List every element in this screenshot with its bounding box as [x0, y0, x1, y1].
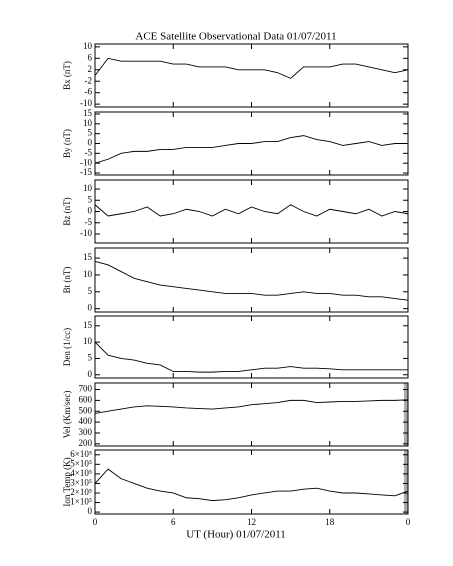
- data-line: [94, 135, 408, 164]
- y-tick-label: 6×10⁵: [70, 449, 92, 459]
- y-tick-label: 700: [79, 384, 93, 394]
- y-tick-label: 1×10⁵: [70, 497, 92, 507]
- y-tick-label: 5: [88, 128, 93, 138]
- y-tick-label: 6: [88, 52, 93, 62]
- x-tick-label: 0: [93, 517, 98, 527]
- y-axis-label: Bz (nT): [62, 197, 72, 225]
- y-axis-label: By (nT): [62, 129, 72, 158]
- y-axis-label: Den (1/cc): [62, 328, 72, 366]
- data-line: [94, 261, 409, 301]
- x-tick-label: 12: [247, 517, 256, 527]
- data-line: [94, 204, 409, 217]
- panel-frame: [94, 315, 409, 379]
- data-line: [94, 341, 408, 373]
- data-line: [94, 57, 409, 79]
- y-tick-label: -5: [85, 217, 93, 227]
- y-axis-label: Bx (nT): [62, 61, 72, 90]
- y-tick-label: 10: [83, 118, 93, 128]
- y-tick-label: 0: [88, 369, 93, 379]
- y-tick-label: 0: [88, 506, 93, 516]
- data-line: [94, 468, 409, 502]
- y-tick-label: 2: [88, 64, 93, 74]
- x-tick-label: 0: [406, 517, 411, 527]
- y-tick-label: 0: [88, 303, 93, 313]
- x-tick-label: 18: [325, 517, 335, 527]
- y-tick-label: 10: [83, 183, 93, 193]
- y-tick-label: -10: [80, 157, 92, 167]
- panel-frame: [94, 449, 409, 515]
- y-tick-label: 500: [79, 405, 93, 415]
- data-gap-shade: [404, 383, 408, 446]
- y-tick-label: 5: [88, 352, 93, 362]
- data-gap-shade: [404, 450, 408, 514]
- y-tick-label: 10: [83, 336, 93, 346]
- y-tick-label: 15: [83, 252, 93, 262]
- y-axis-label: Vel (Km/sec): [62, 391, 72, 439]
- y-tick-label: 0: [88, 206, 93, 216]
- y-tick-label: 15: [83, 108, 93, 118]
- y-tick-label: 5: [88, 286, 93, 296]
- y-tick-label: 5: [88, 194, 93, 204]
- data-line: [94, 399, 409, 414]
- y-tick-label: 300: [79, 427, 93, 437]
- y-tick-label: 400: [79, 416, 93, 426]
- y-axis-label: Ion Temp (K): [62, 457, 72, 506]
- y-tick-label: 200: [79, 438, 93, 448]
- y-tick-label: 15: [83, 320, 93, 330]
- y-tick-label: -10: [80, 98, 92, 108]
- x-tick-label: 6: [171, 517, 176, 527]
- x-axis-label: UT (Hour) 01/07/2011: [186, 529, 286, 541]
- y-tick-label: -15: [80, 167, 92, 177]
- y-tick-label: -6: [85, 87, 93, 97]
- panel-frame: [94, 382, 409, 447]
- y-tick-label: 4×10⁵: [70, 468, 92, 478]
- y-tick-label: 3×10⁵: [70, 477, 92, 487]
- y-tick-label: -5: [85, 147, 93, 157]
- y-tick-label: 10: [83, 269, 93, 279]
- y-tick-label: -10: [80, 228, 92, 238]
- y-tick-label: 5×10⁵: [70, 458, 92, 468]
- y-tick-label: 2×10⁵: [70, 487, 92, 497]
- y-tick-label: -2: [85, 75, 93, 85]
- y-tick-label: 600: [79, 394, 93, 404]
- panel-frame: [94, 43, 409, 108]
- y-tick-label: 0: [88, 138, 93, 148]
- chart-title: ACE Satellite Observational Data 01/07/2…: [135, 31, 336, 43]
- y-axis-label: Bt (nT): [62, 267, 72, 294]
- y-tick-label: 10: [83, 41, 93, 51]
